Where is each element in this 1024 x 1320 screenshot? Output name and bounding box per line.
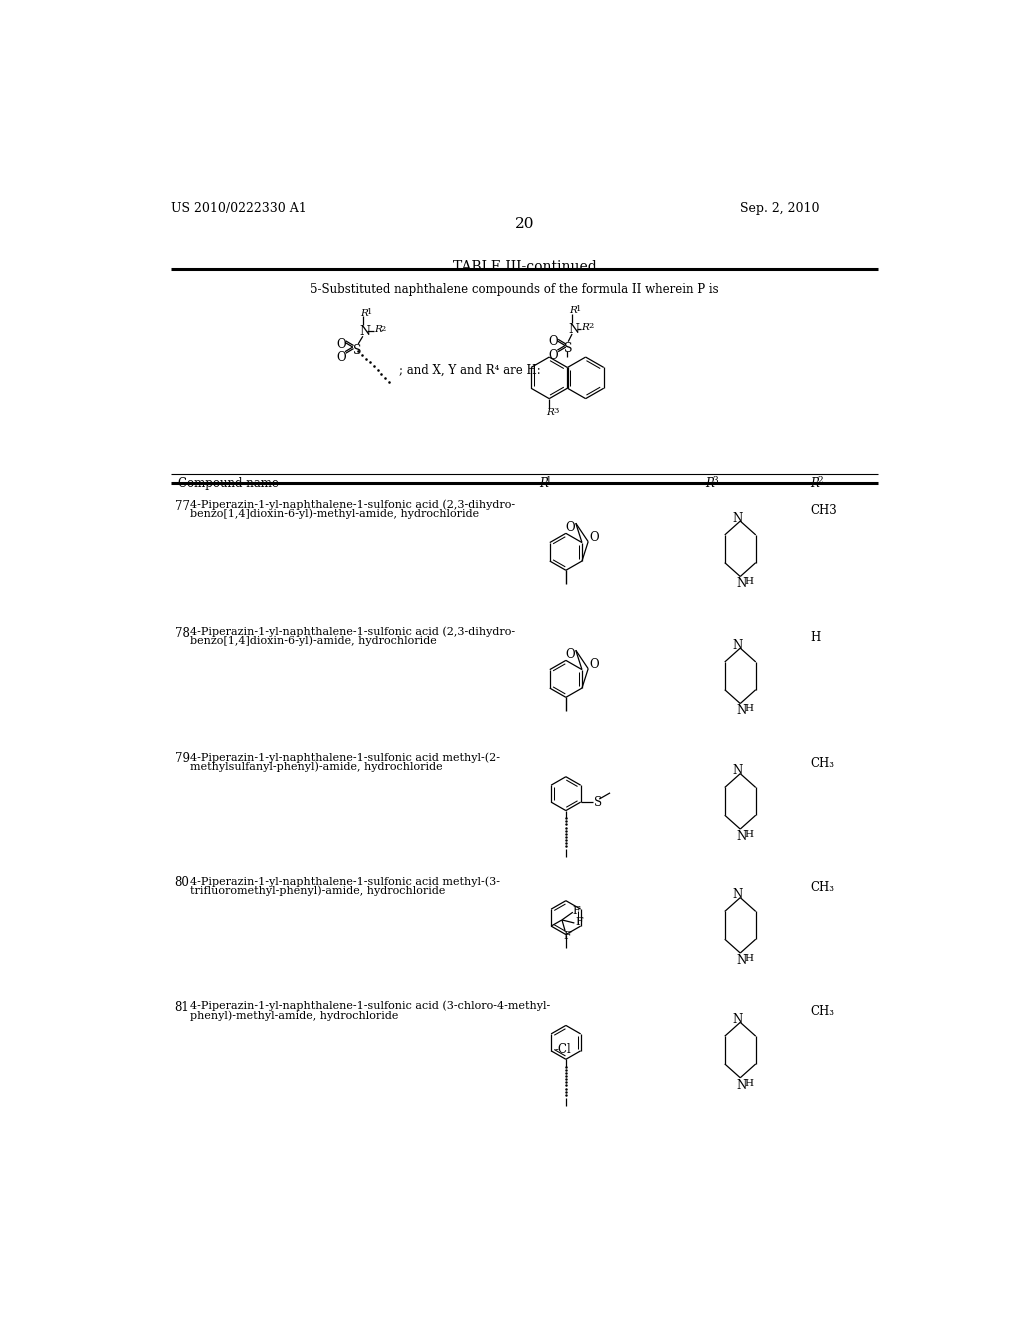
- Text: R: R: [546, 408, 554, 417]
- Text: 4-Piperazin-1-yl-naphthalene-1-sulfonic acid methyl-(2-: 4-Piperazin-1-yl-naphthalene-1-sulfonic …: [190, 752, 500, 763]
- Text: R: R: [359, 309, 368, 318]
- Text: N: N: [568, 323, 580, 337]
- Text: CH₃: CH₃: [810, 756, 834, 770]
- Text: CH₃: CH₃: [810, 880, 834, 894]
- Text: N: N: [732, 888, 742, 902]
- Text: O: O: [565, 521, 574, 533]
- Text: CH₃: CH₃: [810, 1006, 834, 1019]
- Text: N: N: [732, 512, 742, 525]
- Text: 1: 1: [575, 305, 582, 313]
- Text: R: R: [569, 306, 577, 315]
- Text: TABLE III-continued: TABLE III-continued: [453, 260, 597, 275]
- Text: F: F: [572, 906, 581, 916]
- Text: 2: 2: [381, 325, 386, 333]
- Text: US 2010/0222330 A1: US 2010/0222330 A1: [171, 202, 307, 215]
- Text: N: N: [736, 1078, 746, 1092]
- Text: 5-Substituted naphthalene compounds of the formula II wherein P is: 5-Substituted naphthalene compounds of t…: [310, 284, 719, 296]
- Text: R: R: [582, 323, 589, 333]
- Text: N: N: [732, 764, 742, 777]
- Text: N: N: [736, 830, 746, 843]
- Text: S: S: [563, 342, 572, 355]
- Text: phenyl)-methyl-amide, hydrochloride: phenyl)-methyl-amide, hydrochloride: [190, 1010, 398, 1020]
- Text: H: H: [744, 1078, 754, 1088]
- Text: N: N: [732, 1014, 742, 1026]
- Text: benzo[1,4]dioxin-6-yl)-methyl-amide, hydrochloride: benzo[1,4]dioxin-6-yl)-methyl-amide, hyd…: [190, 508, 479, 519]
- Text: methylsulfanyl-phenyl)-amide, hydrochloride: methylsulfanyl-phenyl)-amide, hydrochlor…: [190, 762, 442, 772]
- Text: N: N: [736, 954, 746, 966]
- Text: 3: 3: [553, 407, 558, 414]
- Text: H: H: [744, 577, 754, 586]
- Text: 4-Piperazin-1-yl-naphthalene-1-sulfonic acid (3-chloro-4-methyl-: 4-Piperazin-1-yl-naphthalene-1-sulfonic …: [190, 1001, 550, 1011]
- Text: 1: 1: [546, 477, 552, 486]
- Text: H: H: [744, 830, 754, 838]
- Text: R: R: [810, 478, 819, 490]
- Text: trifluoromethyl-phenyl)-amide, hydrochloride: trifluoromethyl-phenyl)-amide, hydrochlo…: [190, 886, 445, 896]
- Text: 1: 1: [367, 308, 372, 315]
- Text: O: O: [590, 531, 599, 544]
- Text: 4-Piperazin-1-yl-naphthalene-1-sulfonic acid (2,3-dihydro-: 4-Piperazin-1-yl-naphthalene-1-sulfonic …: [190, 499, 515, 510]
- Text: 20: 20: [515, 216, 535, 231]
- Text: N: N: [736, 577, 746, 590]
- Text: 79: 79: [174, 752, 189, 766]
- Text: 3: 3: [713, 477, 718, 486]
- Text: O: O: [337, 338, 346, 351]
- Text: S: S: [594, 796, 602, 809]
- Text: 81: 81: [174, 1001, 189, 1014]
- Text: H: H: [744, 705, 754, 713]
- Text: 80: 80: [174, 876, 189, 890]
- Text: R: R: [374, 326, 382, 334]
- Text: R: R: [706, 478, 715, 490]
- Text: N: N: [359, 326, 370, 338]
- Text: O: O: [565, 648, 574, 661]
- Text: O: O: [549, 335, 558, 347]
- Text: ; and X, Y and R⁴ are H:: ; and X, Y and R⁴ are H:: [399, 364, 541, 378]
- Text: 78: 78: [174, 627, 189, 640]
- Text: Compound name: Compound name: [178, 478, 280, 490]
- Text: S: S: [352, 345, 361, 356]
- Text: 2: 2: [817, 477, 822, 486]
- Text: O: O: [549, 348, 558, 362]
- Text: O: O: [590, 657, 599, 671]
- Text: Sep. 2, 2010: Sep. 2, 2010: [740, 202, 820, 215]
- Text: R: R: [539, 478, 548, 490]
- Text: 4-Piperazin-1-yl-naphthalene-1-sulfonic acid (2,3-dihydro-: 4-Piperazin-1-yl-naphthalene-1-sulfonic …: [190, 627, 515, 638]
- Text: F: F: [563, 931, 571, 941]
- Text: N: N: [732, 639, 742, 652]
- Text: F: F: [575, 917, 583, 927]
- Text: -Cl: -Cl: [554, 1043, 571, 1056]
- Text: H: H: [810, 631, 820, 644]
- Text: 2: 2: [589, 322, 594, 330]
- Text: 77: 77: [174, 499, 189, 512]
- Text: benzo[1,4]dioxin-6-yl)-amide, hydrochloride: benzo[1,4]dioxin-6-yl)-amide, hydrochlor…: [190, 636, 437, 647]
- Text: N: N: [736, 705, 746, 717]
- Text: H: H: [744, 954, 754, 962]
- Text: CH3: CH3: [810, 504, 837, 517]
- Text: O: O: [337, 351, 346, 364]
- Text: 4-Piperazin-1-yl-naphthalene-1-sulfonic acid methyl-(3-: 4-Piperazin-1-yl-naphthalene-1-sulfonic …: [190, 876, 500, 887]
